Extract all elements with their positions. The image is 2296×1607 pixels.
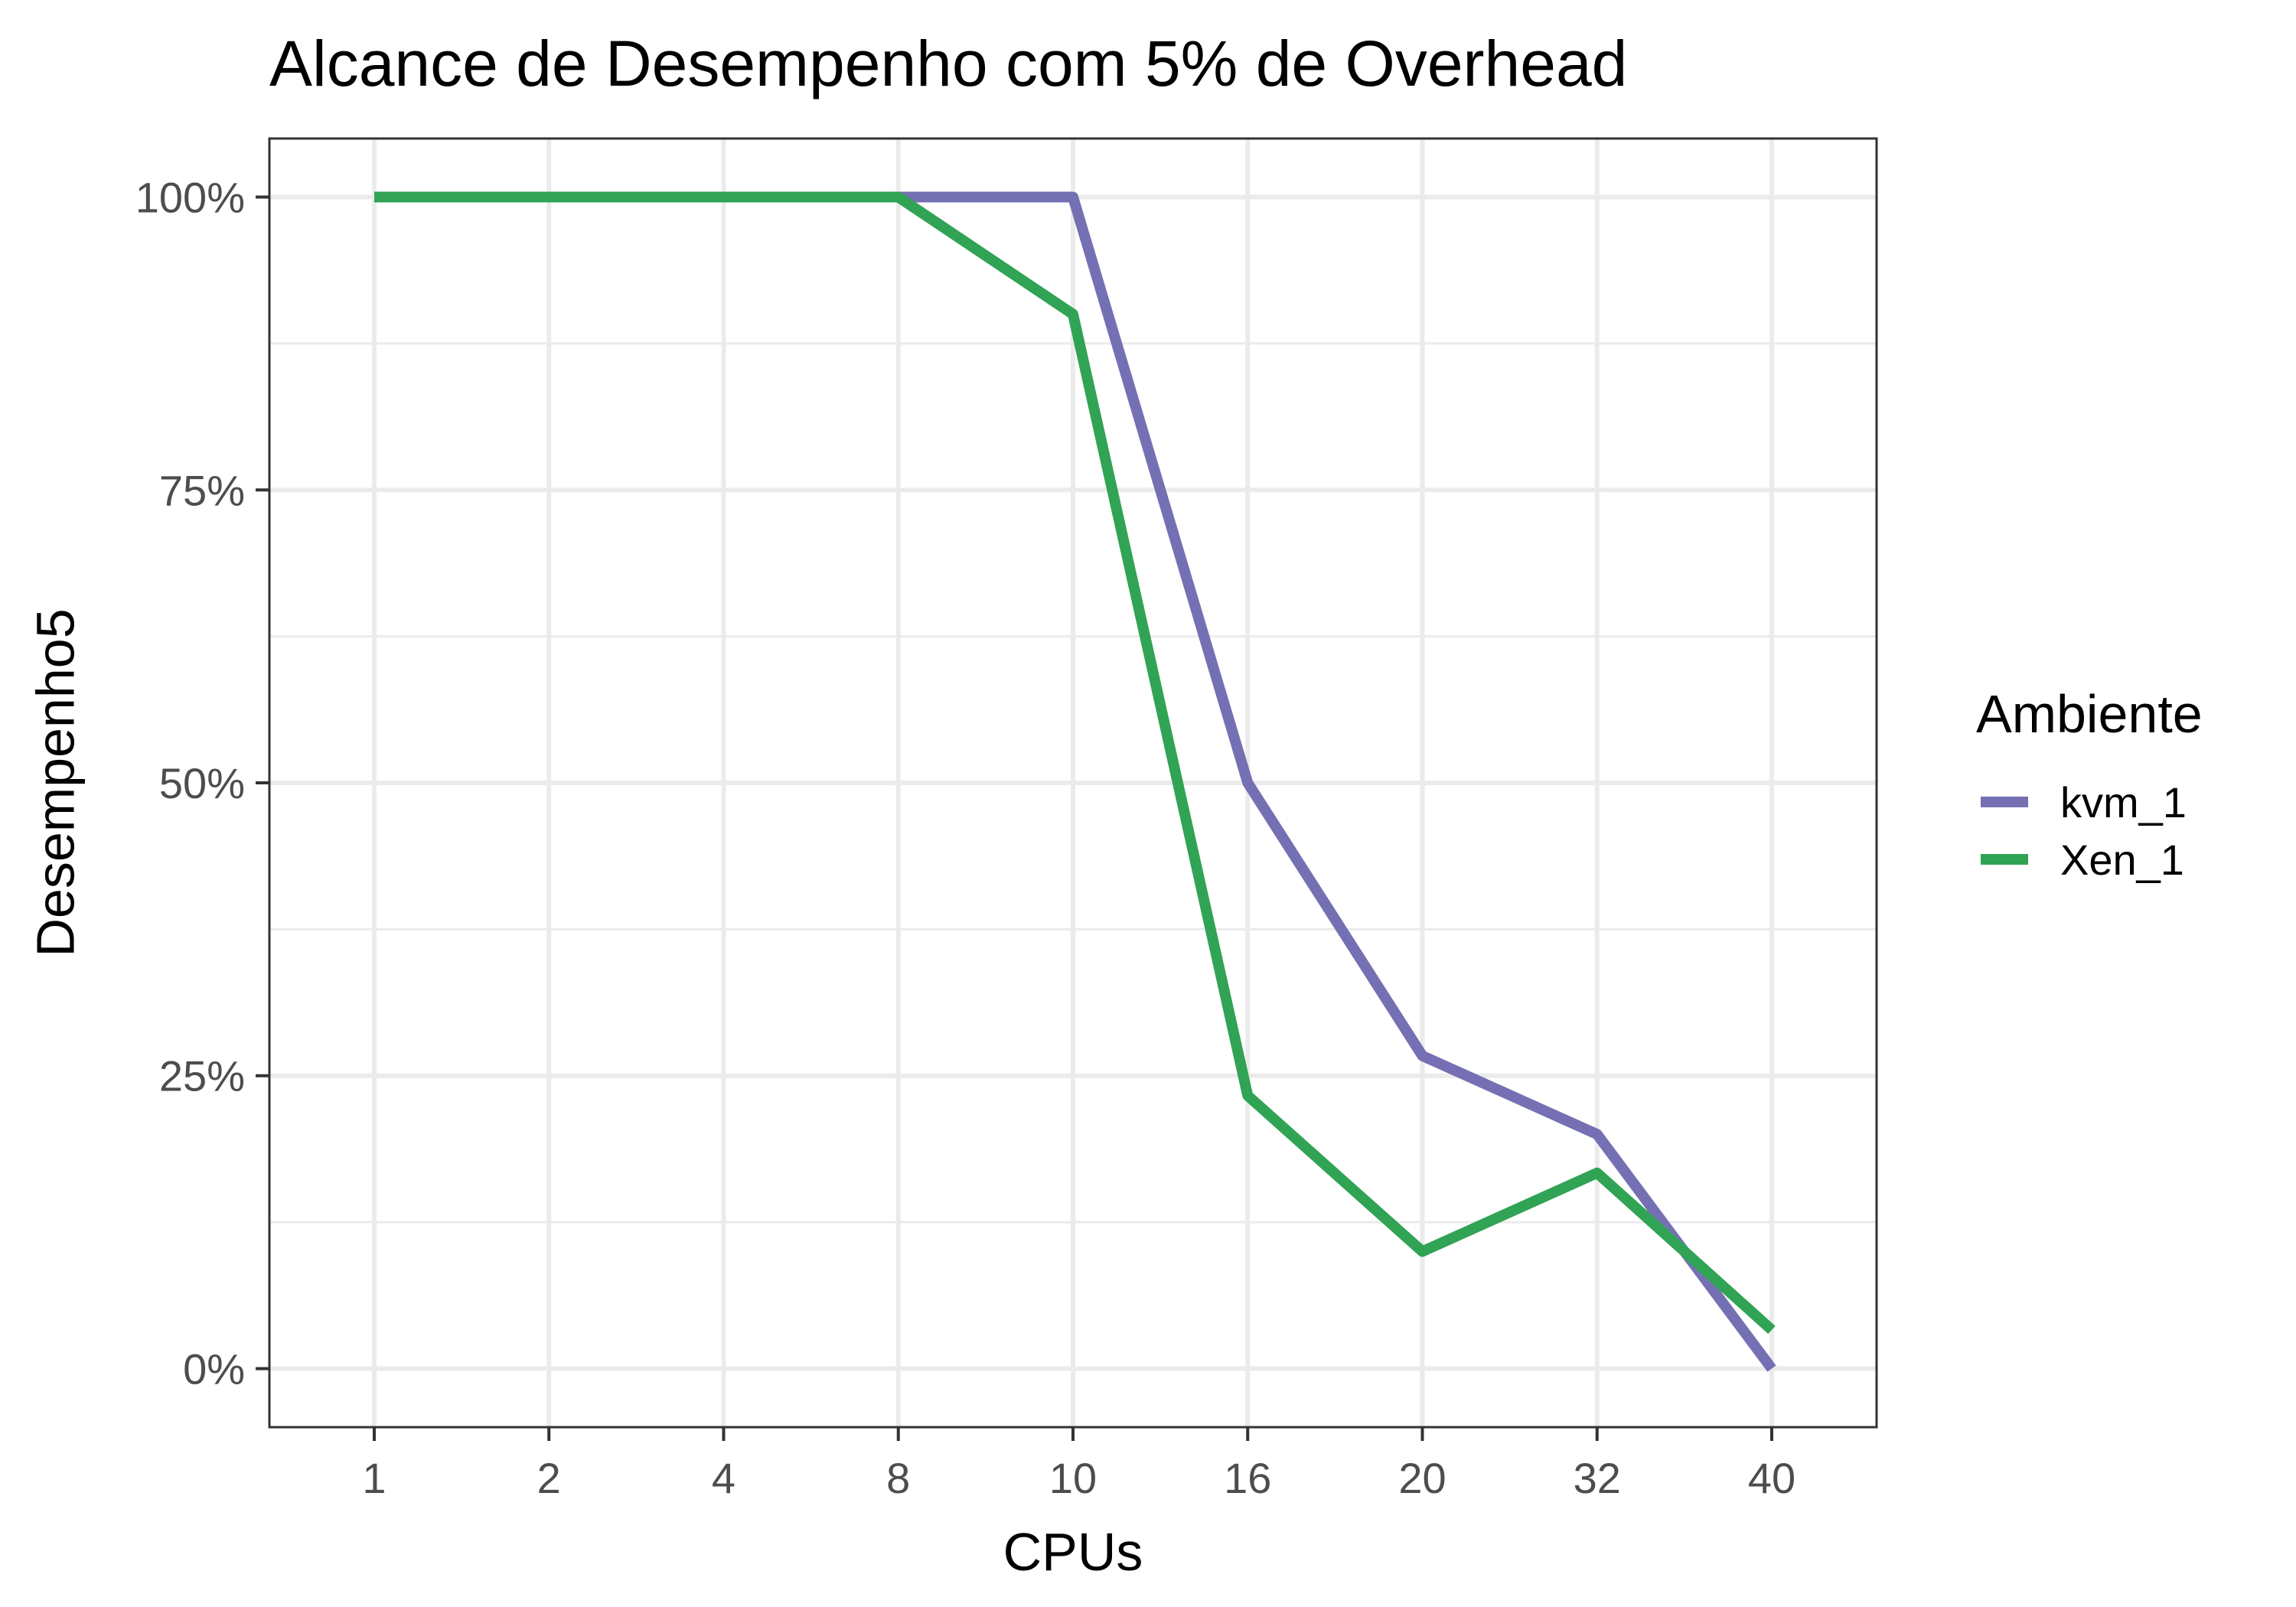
x-tick-label: 10 bbox=[1049, 1454, 1097, 1502]
axes: 0% 25% 50% 75% 100% 1 2 4 8 10 16 20 32 40 bbox=[135, 174, 1795, 1502]
y-tick-label: 0% bbox=[183, 1345, 245, 1393]
x-tick-label: 1 bbox=[362, 1454, 386, 1502]
y-axis-title: Desempenho5 bbox=[25, 608, 85, 957]
y-tick-label: 50% bbox=[159, 759, 245, 807]
y-tick-label: 100% bbox=[135, 174, 245, 222]
x-tick-label: 40 bbox=[1748, 1454, 1795, 1502]
x-tick-label: 32 bbox=[1574, 1454, 1621, 1502]
legend-label: kvm_1 bbox=[2060, 778, 2187, 826]
legend-label: Xen_1 bbox=[2060, 836, 2184, 884]
y-tick-label: 25% bbox=[159, 1052, 245, 1100]
x-tick-label: 16 bbox=[1224, 1454, 1271, 1502]
y-tick-label: 75% bbox=[159, 466, 245, 514]
series-lines bbox=[374, 191, 1776, 1372]
grid bbox=[269, 139, 1877, 1427]
x-tick-label: 20 bbox=[1398, 1454, 1446, 1502]
chart-title: Alcance de Desempenho com 5% de Overhead bbox=[269, 28, 1627, 99]
legend-title: Ambiente bbox=[1976, 684, 2203, 744]
legend: Ambiente kvm_1 Xen_1 bbox=[1976, 684, 2203, 884]
series-line-xen-1 bbox=[374, 191, 1776, 1335]
x-tick-label: 8 bbox=[886, 1454, 910, 1502]
x-axis-title: CPUs bbox=[1003, 1522, 1143, 1582]
x-tick-label: 4 bbox=[712, 1454, 735, 1502]
x-tick-label: 2 bbox=[537, 1454, 561, 1502]
